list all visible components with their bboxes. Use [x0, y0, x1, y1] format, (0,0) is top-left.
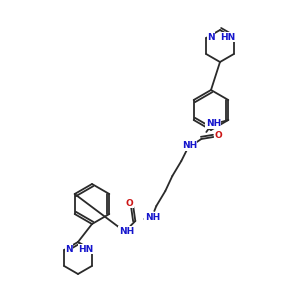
Text: HN: HN — [78, 244, 94, 253]
Text: NH: NH — [206, 119, 221, 128]
Text: HN: HN — [220, 32, 236, 41]
Text: N: N — [207, 32, 215, 41]
Text: N: N — [65, 244, 73, 253]
Text: NH: NH — [145, 212, 160, 221]
Text: O: O — [125, 199, 133, 208]
Text: NH: NH — [119, 226, 134, 236]
Text: NH: NH — [182, 142, 197, 151]
Text: O: O — [214, 131, 222, 140]
